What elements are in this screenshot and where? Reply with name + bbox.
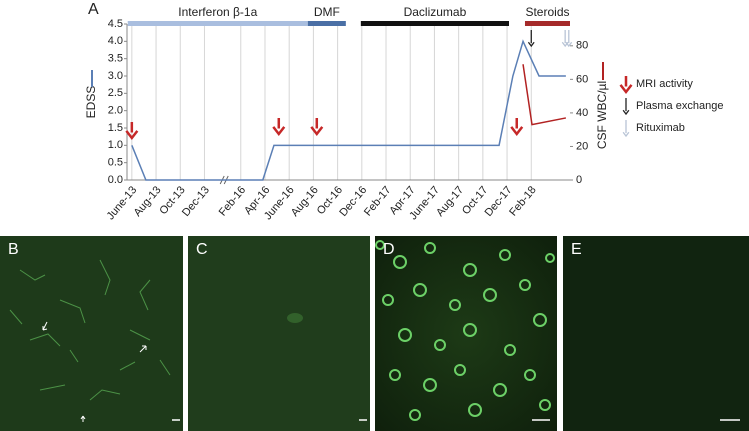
y-tick-label: 1.0: [108, 139, 123, 151]
event-arrow: [125, 122, 139, 141]
legend-arrow: [622, 120, 630, 138]
panel-label: B: [8, 241, 19, 258]
therapy-label: Daclizumab: [404, 5, 467, 19]
x-tick-label: Feb-16: [217, 184, 249, 218]
legend-label: Plasma exchange: [636, 100, 723, 112]
y-tick-label: 2.0: [108, 105, 123, 117]
y-tick-label: 4.0: [108, 35, 123, 47]
y-tick-label: 2.5: [108, 87, 123, 99]
event-arrow: [565, 30, 573, 48]
y-tick-label: 0.5: [108, 157, 123, 169]
y2-axis-title: CSF WBC/µl: [595, 81, 609, 149]
image-b-arrows: [42, 321, 147, 422]
event-arrow: [310, 118, 324, 137]
legend-label: Rituximab: [636, 122, 685, 134]
therapy-label: Steroids: [525, 5, 569, 19]
y-tick-label: 1.5: [108, 122, 123, 134]
y2-tick-label: 60: [576, 73, 588, 85]
y2-tick-label: 0: [576, 174, 582, 186]
series-line: [131, 39, 566, 181]
y2-tick-label: 20: [576, 140, 588, 152]
image-c: [188, 236, 370, 431]
therapy-bar: [360, 21, 509, 26]
y2-tick-label: 80: [576, 40, 588, 52]
y-axis-title: EDSS: [84, 86, 98, 119]
panel-label: E: [571, 241, 582, 258]
y-tick-label: 4.5: [108, 18, 123, 30]
image-b-texture: [9, 259, 171, 401]
event-arrow: [527, 30, 535, 48]
x-tick-label: Feb-17: [362, 184, 394, 218]
therapy-bar: [307, 21, 346, 26]
y2-tick-label: 40: [576, 107, 588, 119]
legend-arrow: [622, 98, 630, 116]
therapy-bar: [127, 21, 308, 26]
image-b: [0, 236, 183, 431]
therapy-label: DMF: [314, 5, 340, 19]
y-tick-label: 3.5: [108, 53, 123, 65]
series-line: [522, 64, 567, 126]
x-tick-label: June-13: [105, 184, 140, 222]
x-tick-label: Feb-18: [507, 184, 539, 218]
panel-label: A: [88, 1, 99, 18]
panel-label: D: [383, 241, 395, 258]
event-arrow: [272, 118, 286, 137]
event-arrow: [510, 118, 524, 137]
legend-arrow: [619, 76, 633, 95]
micrographs: B C D E: [0, 236, 749, 431]
y-tick-label: 3.0: [108, 70, 123, 82]
legend-label: MRI activity: [636, 78, 693, 90]
therapy-label: Interferon β-1a: [178, 5, 257, 19]
image-e: [563, 236, 749, 431]
panel-label: C: [196, 241, 208, 258]
image-d-cells: [375, 240, 555, 421]
image-c-spot: [287, 313, 303, 323]
therapy-bar: [524, 21, 570, 26]
y-tick-label: 0.0: [108, 174, 123, 186]
